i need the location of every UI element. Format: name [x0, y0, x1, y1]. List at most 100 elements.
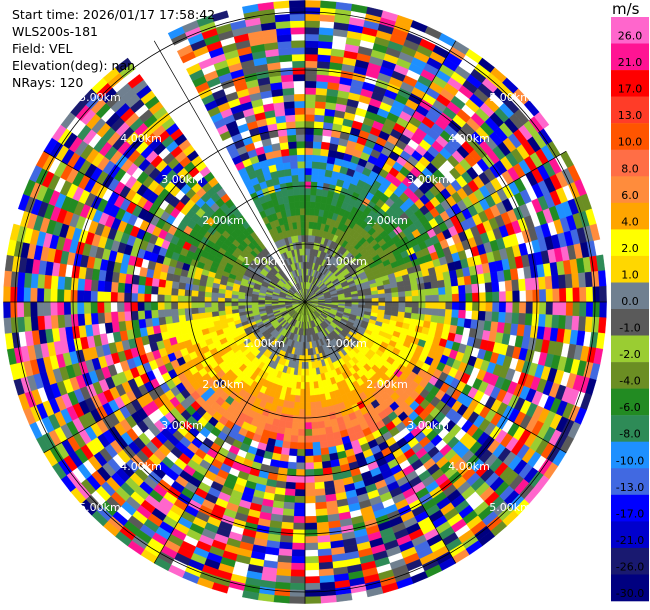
radar-gate	[451, 293, 460, 303]
radar-gate	[320, 447, 330, 456]
radar-gate	[103, 311, 112, 324]
radar-gate	[304, 475, 315, 484]
radar-gate	[316, 67, 330, 76]
radar-gate	[585, 286, 594, 303]
radar-gate	[304, 93, 317, 102]
radar-gate	[559, 301, 567, 316]
radar-gate	[391, 291, 399, 298]
radar-gate	[518, 301, 527, 314]
radar-gate	[304, 408, 312, 417]
radar-gate	[117, 311, 126, 322]
radar-gate	[197, 296, 205, 303]
radar-gate	[287, 461, 297, 470]
radar-gate	[283, 427, 292, 436]
radar-gate	[167, 564, 186, 578]
radar-gate	[551, 314, 560, 329]
radar-gate	[423, 281, 432, 290]
radar-gate	[43, 274, 52, 289]
radar-gate	[524, 277, 533, 291]
radar-gate	[318, 427, 327, 436]
radar-gate	[455, 325, 465, 336]
radar-gate	[315, 407, 324, 416]
radar-gate	[50, 314, 59, 329]
radar-gate	[293, 502, 306, 511]
radar-gate	[423, 314, 432, 323]
radar-gate	[544, 314, 553, 329]
radar-gate	[320, 0, 337, 9]
radar-gate	[304, 6, 321, 15]
radar-gate	[304, 361, 309, 370]
radar-gate	[308, 375, 314, 383]
radar-gate	[430, 280, 439, 289]
radar-gate	[300, 368, 306, 376]
radar-gate	[304, 415, 312, 423]
radar-gate	[304, 0, 322, 8]
radar-gate	[384, 292, 393, 299]
radar-gate	[275, 575, 291, 584]
radar-gate	[281, 515, 295, 524]
radar-gate	[511, 312, 520, 325]
radar-gate	[411, 307, 420, 315]
radar-gate	[304, 60, 318, 68]
radar-gate	[295, 469, 306, 477]
radar-gate	[123, 301, 132, 312]
radar-gate	[565, 301, 574, 317]
radar-gate	[29, 421, 43, 440]
radar-gate	[197, 307, 206, 314]
radar-gate	[314, 495, 327, 504]
radar-gate	[288, 448, 298, 457]
radar-gate	[103, 301, 112, 313]
radar-gate	[23, 316, 32, 332]
radar-gate	[224, 297, 232, 303]
radar-gate	[292, 529, 306, 537]
radar-gate	[492, 301, 500, 313]
radar-gate	[491, 311, 500, 323]
radar-gate	[315, 515, 329, 524]
radar-gate	[578, 272, 587, 288]
radar-gate	[43, 315, 52, 330]
radar-gate	[190, 289, 199, 297]
radar-gate	[314, 114, 325, 123]
radar-gate	[320, 595, 337, 604]
radar-gate	[465, 292, 473, 303]
radar-gate	[304, 140, 314, 149]
radar-gate	[465, 301, 473, 312]
radar-gate	[304, 194, 311, 202]
radar-gate	[110, 291, 118, 303]
radar-gate	[290, 435, 299, 443]
radar-gate	[184, 295, 192, 303]
radar-gate	[564, 273, 573, 289]
radar-gate	[310, 401, 317, 410]
radar-gate	[294, 482, 306, 490]
radar-gate	[57, 314, 66, 329]
radar-gate	[458, 301, 467, 311]
radar-gate	[291, 556, 306, 564]
radar-gate	[304, 67, 318, 75]
radar-gate	[304, 515, 317, 524]
radar-gate	[307, 361, 313, 370]
radar-gate	[472, 301, 480, 312]
radar-gate	[304, 13, 321, 22]
radar-gate	[304, 428, 313, 437]
radar-gate	[143, 293, 152, 303]
radar-gate	[309, 395, 316, 403]
radar-gate	[320, 454, 331, 463]
radar-gate	[151, 317, 160, 327]
radar-gate	[281, 440, 291, 449]
radar-gate	[378, 293, 386, 299]
radar-gate	[130, 301, 138, 312]
radar-gate	[304, 20, 320, 28]
radar-gate	[312, 441, 321, 450]
radar-gate	[304, 161, 313, 169]
radar-gate	[505, 301, 514, 314]
radar-gate	[315, 87, 328, 96]
radar-gate	[298, 415, 306, 423]
radar-gate	[287, 195, 295, 203]
radar-gate	[491, 281, 500, 293]
radar-gate	[445, 301, 453, 310]
radar-gate	[437, 279, 446, 289]
radar-gate	[364, 301, 373, 306]
radar-gate	[279, 535, 293, 544]
radar-gate	[304, 536, 318, 544]
radar-gate	[291, 549, 306, 557]
